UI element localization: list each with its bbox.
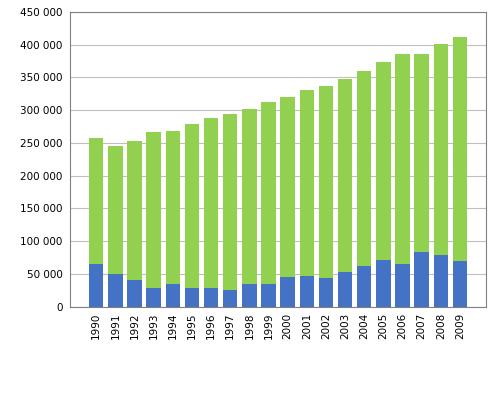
Bar [281,97,295,277]
Bar [146,132,161,288]
Bar [395,264,410,307]
Bar [319,278,333,307]
Bar [357,71,371,266]
Bar [166,284,180,307]
Bar [319,86,333,278]
Bar [376,260,390,307]
Bar [108,274,123,307]
Bar [453,37,467,261]
Bar [414,54,429,252]
Bar [414,252,429,307]
Bar [166,131,180,284]
Bar [262,284,276,307]
Bar [146,288,161,307]
Bar [376,62,390,260]
Bar [89,264,103,307]
Bar [453,261,467,307]
Bar [185,288,199,307]
Bar [223,290,237,307]
Bar [204,288,218,307]
Bar [433,44,448,255]
Bar [108,146,123,274]
Bar [204,118,218,288]
Bar [89,138,103,264]
Bar [300,90,314,276]
Bar [127,280,142,307]
Bar [300,276,314,307]
Bar [242,284,257,307]
Bar [262,102,276,284]
Bar [338,272,352,307]
Bar [281,277,295,307]
Bar [242,109,257,284]
Bar [185,125,199,288]
Bar [395,54,410,264]
Bar [433,255,448,307]
Bar [338,79,352,272]
Bar [223,114,237,290]
Bar [357,266,371,307]
Bar [127,141,142,280]
